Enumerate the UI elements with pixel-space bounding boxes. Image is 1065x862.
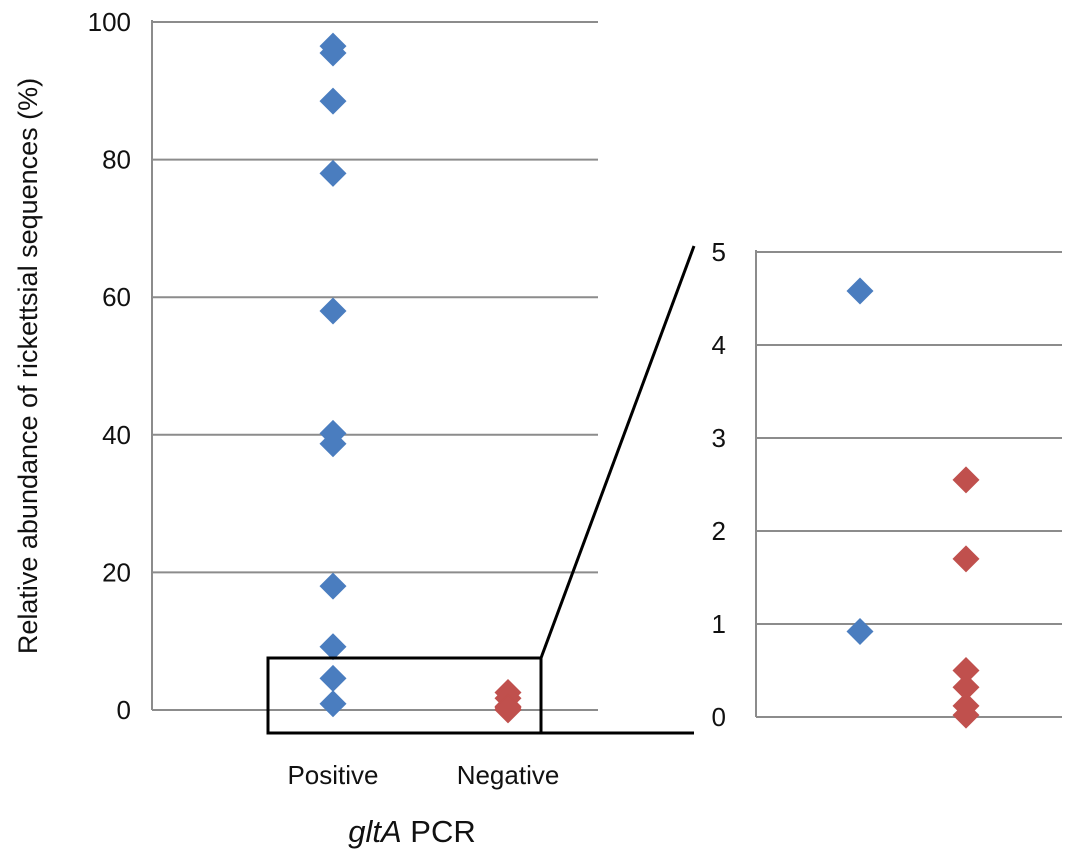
main-y-tick-label: 80 <box>102 145 131 175</box>
main-y-tick-label: 100 <box>88 7 131 37</box>
main-point-positive <box>319 159 347 187</box>
zoom-point-negative <box>952 673 980 701</box>
zoom-point-negative <box>952 657 980 684</box>
zoom-point-negative <box>952 545 980 573</box>
zoom-y-tick-label: 4 <box>712 330 726 360</box>
main-point-positive <box>319 297 347 325</box>
zoom-y-tick-label: 2 <box>712 516 726 546</box>
main-y-tick-label: 60 <box>102 282 131 312</box>
x-axis-title-rest: PCR <box>402 814 476 849</box>
zoom-point-negative <box>952 466 980 494</box>
x-axis-title: gltA PCR <box>348 814 476 849</box>
main-y-tick-label: 0 <box>117 695 131 725</box>
main-panel: 0 20 40 60 80 100 Positive Negative <box>88 7 598 790</box>
main-point-positive <box>319 87 347 115</box>
zoom-point-positive <box>846 617 874 645</box>
zoom-point-negative <box>952 701 980 729</box>
zoom-panel: 0 1 2 3 4 5 <box>712 237 1062 732</box>
main-point-negative <box>494 696 522 724</box>
zoom-y-tick-label: 3 <box>712 423 726 453</box>
zoom-point-positive <box>846 277 874 305</box>
category-label-positive: Positive <box>287 760 378 790</box>
main-point-positive <box>319 664 347 692</box>
main-point-positive <box>319 572 347 600</box>
zoom-y-tick-label: 0 <box>712 702 726 732</box>
y-axis-title: Relative abundance of rickettsial sequen… <box>13 78 43 654</box>
zoom-overlay <box>266 245 696 735</box>
main-point-positive <box>319 430 347 458</box>
main-y-tick-label: 20 <box>102 557 131 587</box>
zoom-y-tick-label: 1 <box>712 609 726 639</box>
main-point-positive <box>319 690 347 718</box>
zoom-y-tick-label: 5 <box>712 237 726 267</box>
zoom-region-box <box>266 656 543 735</box>
main-y-tick-label: 40 <box>102 420 131 450</box>
x-axis-title-italic: gltA <box>348 814 401 849</box>
category-label-negative: Negative <box>457 760 560 790</box>
main-point-positive <box>319 39 347 67</box>
main-point-positive <box>319 633 347 661</box>
zoom-connector-line <box>539 245 696 659</box>
